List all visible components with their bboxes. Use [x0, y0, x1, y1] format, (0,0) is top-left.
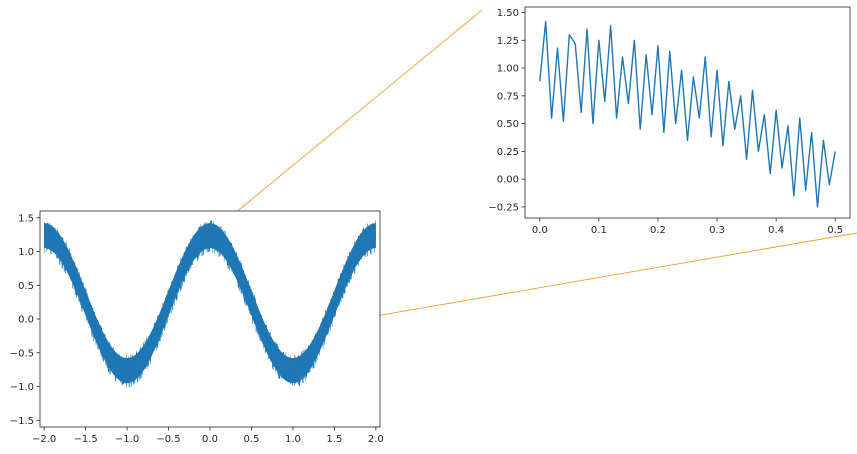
inset-x-tick-label: 0.2: [650, 225, 666, 236]
inset-y-ticks: 1.50 1.25 1.00 0.75 0.50 0.25 0.00 −0.25: [488, 8, 525, 213]
inset-series-line: [539, 20, 836, 208]
main-y-ticks: 1.5 1.0 0.5 0.0 −0.5 −1.0 −1.5: [10, 213, 40, 427]
inset-x-tick-label: 0.3: [709, 225, 725, 236]
inset-y-tick-label: 1.25: [497, 36, 519, 47]
main-x-tick-label: 0.5: [244, 434, 260, 445]
zoom-connector-upper: [211, 9, 483, 233]
main-x-tick-label: 0.0: [202, 434, 218, 445]
inset-x-tick-label: 0.5: [827, 225, 843, 236]
main-y-tick-label: 1.0: [18, 247, 34, 258]
main-x-tick-label: −0.5: [156, 434, 180, 445]
inset-y-tick-label: 0.25: [497, 147, 519, 158]
inset-y-tick-label: 0.00: [497, 175, 519, 186]
main-x-tick-label: 2.0: [368, 434, 384, 445]
main-y-tick-label: −1.5: [10, 416, 34, 427]
main-x-tick-label: 1.5: [326, 434, 342, 445]
main-y-tick-label: 1.5: [18, 213, 34, 224]
inset-y-tick-label: 1.00: [497, 64, 519, 75]
main-y-tick-label: −0.5: [10, 348, 34, 359]
main-x-tick-label: −1.0: [115, 434, 139, 445]
inset-chart-frame: [524, 6, 851, 219]
main-x-tick-label: −1.5: [73, 434, 97, 445]
main-y-tick-label: −1.0: [10, 382, 34, 393]
inset-x-tick-label: 0.4: [768, 225, 784, 236]
main-chart: −2.0 −1.5 −1.0 −0.5 0.0 0.5 1.0 1.5 2.0 1.5 1.0 0.…: [10, 210, 384, 445]
main-x-tick-label: 1.0: [285, 434, 301, 445]
inset-y-tick-label: 1.50: [497, 8, 519, 19]
main-series-line: [43, 220, 377, 388]
inset-x-ticks: 0.0 0.1 0.2 0.3 0.4 0.5: [532, 218, 843, 236]
inset-y-tick-label: 0.75: [497, 91, 519, 102]
main-y-tick-label: 0.5: [18, 281, 34, 292]
main-chart-data-layer: [43, 220, 377, 388]
inset-x-tick-label: 0.0: [532, 225, 548, 236]
main-y-tick-label: 0.0: [18, 315, 34, 326]
inset-chart: 0.0 0.1 0.2 0.3 0.4 0.5 1.50 1.25 1.00 0.75 0.50 0…: [488, 6, 851, 236]
inset-y-tick-label: −0.25: [488, 202, 519, 213]
inset-y-tick-label: 0.50: [497, 119, 519, 130]
main-x-tick-label: −2.0: [32, 434, 56, 445]
main-x-ticks: −2.0 −1.5 −1.0 −0.5 0.0 0.5 1.0 1.5 2.0: [32, 427, 384, 445]
inset-x-tick-label: 0.1: [591, 225, 607, 236]
inset-chart-background: [525, 7, 850, 218]
